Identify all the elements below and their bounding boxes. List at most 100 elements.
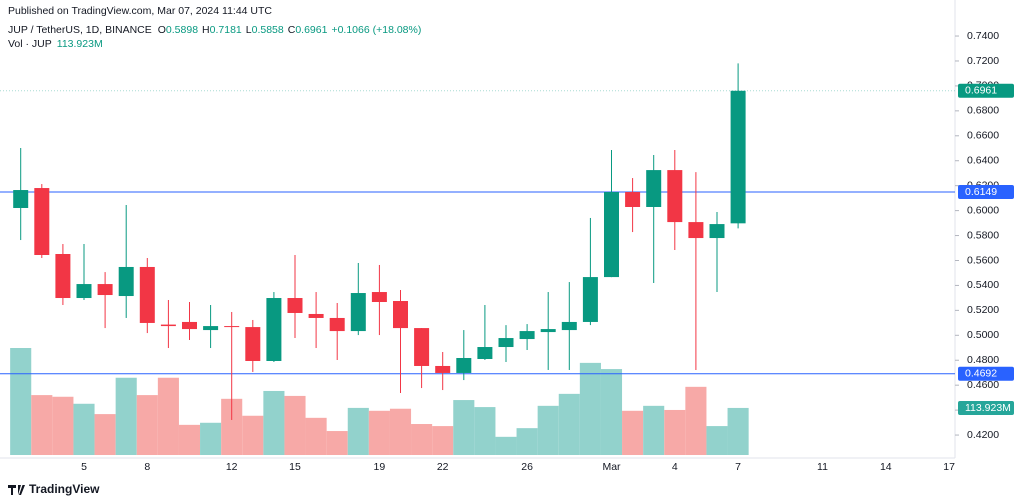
candle-body bbox=[477, 347, 493, 359]
x-tick-label: 8 bbox=[144, 461, 150, 473]
volume-bar bbox=[31, 395, 53, 455]
candle-body bbox=[456, 357, 472, 373]
candle-body bbox=[646, 170, 662, 207]
ohlc-key: L bbox=[246, 24, 252, 36]
candle-body bbox=[224, 326, 240, 328]
candle-body bbox=[97, 284, 113, 296]
candle-body bbox=[287, 298, 303, 313]
candle-body bbox=[498, 338, 514, 348]
volume-bar bbox=[347, 407, 369, 455]
footer-logo: TradingView bbox=[8, 482, 100, 496]
ohlc-value: 0.7181 bbox=[210, 24, 242, 36]
y-tick-label: 0.5000 bbox=[967, 329, 999, 341]
candle-body bbox=[34, 188, 50, 255]
volume-bar bbox=[94, 414, 116, 455]
volume-bar bbox=[664, 409, 686, 455]
candle-body bbox=[118, 266, 134, 297]
volume-bar bbox=[432, 426, 454, 455]
volume-bar bbox=[326, 431, 348, 455]
last-price-label-bg bbox=[958, 83, 1014, 98]
y-tick-label: 0.6400 bbox=[967, 155, 999, 167]
ohlc-value: 0.6961 bbox=[295, 24, 327, 36]
y-tick-label: 0.6600 bbox=[967, 130, 999, 142]
x-tick-label: 26 bbox=[521, 461, 533, 473]
hline-label: 0.6149 bbox=[965, 186, 997, 198]
candle-body bbox=[13, 190, 29, 208]
volume-bar bbox=[727, 407, 749, 455]
candle-body bbox=[160, 324, 176, 327]
logo-icon bbox=[8, 485, 25, 495]
volume-bar bbox=[263, 390, 285, 455]
x-tick-label: 14 bbox=[880, 461, 892, 473]
volume-label: 113.923M bbox=[965, 402, 1011, 414]
published-note: Published on TradingView.com, Mar 07, 20… bbox=[8, 5, 272, 17]
candle-body bbox=[435, 365, 451, 373]
volume-legend: Vol · JUP 113.923M bbox=[8, 38, 103, 50]
volume-bar bbox=[579, 362, 601, 455]
symbol: JUP / TetherUS, 1D, BINANCE bbox=[8, 24, 152, 36]
x-tick-label: 4 bbox=[672, 461, 678, 473]
x-tick-label: 19 bbox=[374, 461, 386, 473]
y-tick-label: 0.7400 bbox=[967, 30, 999, 42]
y-tick-label: 0.5800 bbox=[967, 229, 999, 241]
x-tick-label: 12 bbox=[226, 461, 238, 473]
volume-bar bbox=[558, 393, 580, 455]
volume-name: Vol · JUP bbox=[8, 38, 52, 50]
footer-brand: TradingView bbox=[29, 482, 100, 496]
ohlc-value: 0.5858 bbox=[252, 24, 284, 36]
candle-body bbox=[55, 254, 71, 299]
volume-bar bbox=[305, 417, 327, 455]
ohlc-key: H bbox=[202, 24, 210, 36]
x-tick-label: 22 bbox=[437, 461, 449, 473]
candle-body bbox=[519, 331, 535, 340]
plot-area: 0.42000.44000.46000.48000.50000.52000.54… bbox=[0, 30, 1014, 473]
volume-bar bbox=[10, 348, 32, 455]
volume-bar bbox=[242, 415, 264, 455]
x-tick-label: 11 bbox=[817, 461, 828, 473]
volume-bar bbox=[157, 377, 179, 455]
volume-bar bbox=[495, 436, 517, 455]
volume-bar bbox=[368, 410, 390, 455]
volume-bar bbox=[706, 426, 728, 455]
legend: JUP / TetherUS, 1D, BINANCE O0.5898 H0.718… bbox=[8, 24, 421, 50]
x-tick-label: Mar bbox=[602, 461, 621, 473]
y-tick-label: 0.4600 bbox=[967, 379, 999, 391]
volume-bar bbox=[200, 422, 222, 455]
legend-line: JUP / TetherUS, 1D, BINANCE O0.5898 H0.718… bbox=[8, 24, 421, 36]
y-tick-label: 0.5200 bbox=[967, 304, 999, 316]
candle-body bbox=[76, 284, 92, 299]
x-tick-label: 17 bbox=[943, 461, 955, 473]
volume-value: 113.923M bbox=[57, 38, 103, 50]
candle-body bbox=[625, 192, 641, 207]
volume-bar bbox=[52, 396, 74, 455]
volume-bar bbox=[474, 407, 496, 455]
candle-body bbox=[203, 326, 219, 331]
x-tick-label: 15 bbox=[289, 461, 301, 473]
candle-body bbox=[561, 321, 577, 331]
volume-bar bbox=[178, 424, 201, 455]
y-tick-label: 0.6000 bbox=[967, 204, 999, 216]
candle-body bbox=[688, 222, 704, 239]
ohlc-value: 0.5898 bbox=[166, 24, 198, 36]
candle-body bbox=[393, 301, 408, 329]
hline-label: 0.4692 bbox=[965, 367, 997, 379]
last-price-label: 0.6961 bbox=[965, 85, 997, 97]
candle-body bbox=[582, 277, 598, 322]
volume-bar bbox=[537, 405, 559, 455]
y-tick-label: 0.4800 bbox=[967, 354, 999, 366]
volume-bar bbox=[643, 405, 665, 455]
volume-label-bg bbox=[958, 401, 1014, 415]
change: +0.1066 (+18.08%) bbox=[331, 24, 421, 36]
volume-bar bbox=[284, 395, 306, 455]
volume-bar bbox=[516, 428, 538, 455]
x-tick-label: 5 bbox=[81, 461, 87, 473]
x-tick-label: 7 bbox=[735, 461, 741, 473]
volume-bar bbox=[600, 369, 623, 455]
candle-body bbox=[266, 298, 282, 361]
volume-bar bbox=[411, 424, 433, 455]
candle-body bbox=[350, 293, 366, 332]
y-tick-label: 0.4200 bbox=[967, 429, 999, 441]
y-tick-label: 0.7200 bbox=[967, 55, 999, 67]
volume-bar bbox=[389, 408, 412, 455]
